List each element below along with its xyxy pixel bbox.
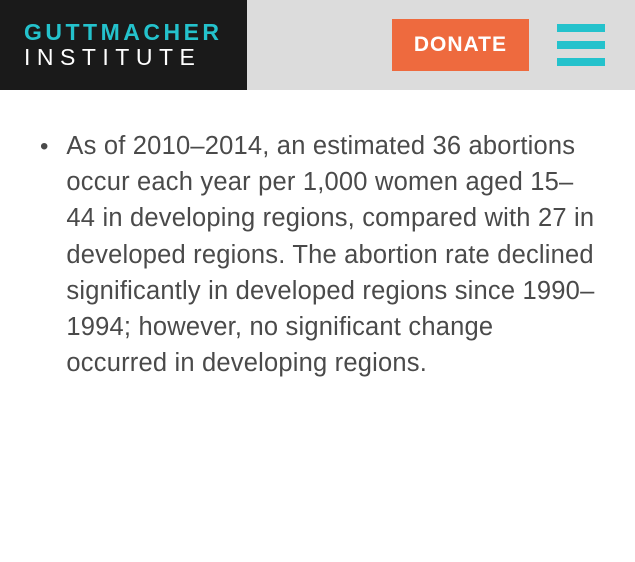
- logo[interactable]: GUTTMACHER INSTITUTE: [0, 0, 247, 90]
- logo-line1: GUTTMACHER: [24, 20, 223, 45]
- menu-icon[interactable]: [557, 24, 605, 66]
- logo-line2: INSTITUTE: [24, 45, 223, 70]
- header-right: DONATE: [392, 19, 605, 71]
- bullet-item: • As of 2010–2014, an estimated 36 abort…: [40, 128, 595, 381]
- bullet-marker: •: [40, 128, 48, 381]
- content-area: • As of 2010–2014, an estimated 36 abort…: [0, 90, 635, 381]
- donate-button[interactable]: DONATE: [392, 19, 529, 71]
- hamburger-line: [557, 24, 605, 32]
- hamburger-line: [557, 58, 605, 66]
- hamburger-line: [557, 41, 605, 49]
- header-bar: GUTTMACHER INSTITUTE DONATE: [0, 0, 635, 90]
- bullet-text: As of 2010–2014, an estimated 36 abortio…: [66, 128, 595, 381]
